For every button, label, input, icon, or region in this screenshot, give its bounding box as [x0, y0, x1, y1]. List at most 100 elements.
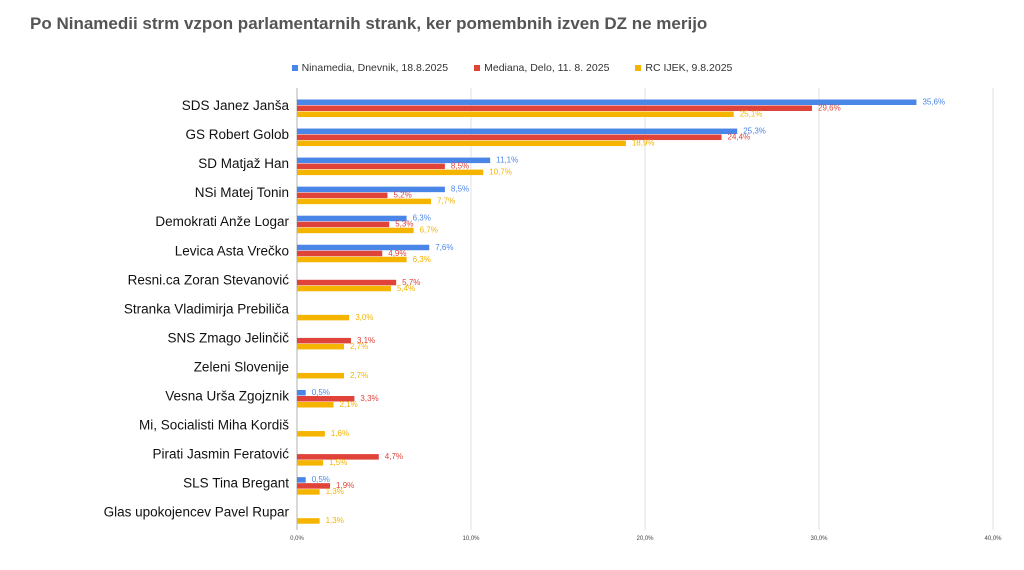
data-label: 10,7% [489, 168, 512, 177]
data-label: 1,6% [331, 429, 349, 438]
data-label: 2,7% [350, 371, 368, 380]
data-label: 25,3% [743, 127, 766, 136]
legend-item: Ninamedia, Dnevnik, 18.8.2025 [291, 62, 449, 74]
bar [297, 134, 722, 141]
data-label: 24,4% [728, 133, 751, 142]
data-label: 3,3% [360, 394, 378, 403]
data-label: 35,6% [922, 98, 945, 107]
category-label: Levica Asta Vrečko [175, 243, 289, 258]
x-tick-label: 10,0% [462, 536, 480, 542]
legend-swatch [291, 65, 298, 71]
bar [297, 337, 351, 344]
bar [297, 372, 344, 379]
data-label: 4,9% [388, 249, 406, 258]
legend-label: RC IJEK, 9.8.2025 [645, 62, 733, 74]
legend-swatch [635, 65, 642, 71]
legend-label: Mediana, Delo, 11. 8. 2025 [484, 62, 610, 74]
category-label: Pirati Jasmin Feratović [152, 447, 289, 462]
data-label: 29,6% [818, 104, 841, 113]
bar [297, 518, 320, 524]
bar [297, 157, 491, 164]
bar [297, 163, 445, 170]
data-label: 3,1% [357, 336, 375, 345]
bar [297, 227, 414, 234]
legend-label: Ninamedia, Dnevnik, 18.8.2025 [301, 62, 449, 74]
data-label: 5,3% [395, 220, 413, 229]
category-label: SNS Zmago Jelinčič [167, 330, 289, 345]
bar [297, 285, 391, 292]
category-label: Mi, Socialisti Miha Kordiš [139, 418, 289, 433]
category-label: NSi Matej Tonin [195, 185, 289, 200]
bar [297, 111, 734, 117]
category-label: Glas upokojencev Pavel Rupar [104, 505, 290, 520]
bar [297, 402, 334, 408]
chart-title: Po Ninamedii strm vzpon parlamentarnih s… [30, 14, 708, 33]
data-label: 0,5% [312, 475, 330, 484]
data-label: 2,1% [340, 400, 358, 409]
category-label: Zeleni Slovenije [194, 359, 289, 374]
bar [297, 396, 355, 402]
bar [297, 477, 306, 483]
legend-swatch [474, 65, 481, 71]
bar [297, 215, 407, 222]
bar [297, 99, 917, 105]
category-label: SLS Tina Bregant [183, 476, 289, 491]
category-label: Vesna Urša Zgojznik [165, 389, 289, 404]
bar [297, 489, 320, 495]
category-label: Stranka Vladimirja Prebiliča [124, 301, 290, 316]
data-label: 1,9% [336, 481, 354, 490]
category-label: SD Matjaž Han [198, 156, 289, 171]
data-label: 5,4% [397, 284, 415, 293]
bar [297, 454, 379, 460]
bar [297, 460, 324, 466]
data-label: 6,3% [413, 255, 431, 264]
bar [297, 390, 306, 396]
data-label: 5,2% [393, 191, 411, 200]
bar [297, 186, 445, 193]
data-label: 4,7% [385, 452, 403, 461]
bar [297, 256, 407, 263]
data-label: 25,1% [740, 110, 763, 119]
x-tick-label: 30,0% [810, 536, 828, 542]
bar [297, 221, 390, 228]
bar [297, 483, 331, 489]
data-label: 8,5% [451, 185, 469, 194]
data-label: 8,5% [451, 162, 469, 171]
data-label: 18,9% [632, 139, 655, 148]
x-tick-label: 40,0% [984, 536, 1002, 542]
bar [297, 343, 344, 350]
bar [297, 198, 431, 205]
category-label: Demokrati Anže Logar [155, 214, 289, 229]
category-label: GS Robert Golob [185, 127, 289, 142]
bar [297, 244, 430, 251]
bar [297, 314, 350, 321]
bar [297, 431, 325, 437]
data-label: 6,7% [420, 226, 438, 235]
bar [297, 192, 388, 199]
data-label: 2,7% [350, 342, 368, 351]
legend-item: RC IJEK, 9.8.2025 [619, 62, 732, 74]
data-label: 7,6% [435, 243, 453, 252]
bar [297, 105, 813, 111]
data-label: 11,1% [496, 156, 518, 165]
category-label: SDS Janez Janša [182, 98, 290, 113]
data-label: 1,3% [326, 487, 344, 496]
data-label: 1,3% [326, 516, 344, 525]
bar [297, 169, 484, 176]
bar [297, 250, 383, 257]
data-label: 7,7% [437, 197, 455, 206]
bar [297, 128, 738, 135]
category-label: Resni.ca Zoran Stevanović [128, 272, 290, 287]
data-label: 3,0% [355, 313, 373, 322]
bar [297, 279, 397, 286]
bar [297, 140, 626, 147]
x-tick-label: 20,0% [636, 536, 654, 542]
chart-legend: Ninamedia, Dnevnik, 18.8.2025 Mediana, De… [0, 62, 1024, 74]
data-label: 5,7% [402, 278, 420, 287]
data-label: 6,3% [413, 214, 431, 223]
data-label: 0,5% [312, 388, 330, 397]
x-tick-label: 0,0% [290, 536, 304, 542]
data-label: 1,5% [329, 458, 347, 467]
legend-item: Mediana, Delo, 11. 8. 2025 [458, 62, 609, 74]
